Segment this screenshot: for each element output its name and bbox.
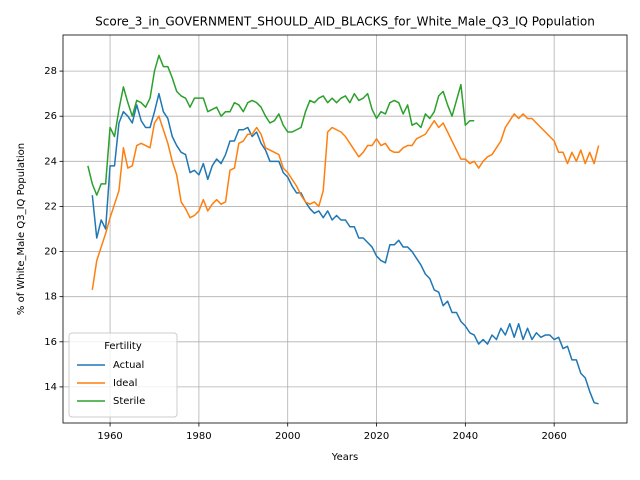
y-tick-label: 24 (44, 156, 57, 167)
legend-box (68, 332, 178, 418)
legend-label: Ideal (113, 378, 137, 389)
legend-label: Actual (113, 360, 144, 371)
chart-title: Score_3_in_GOVERNMENT_SHOULD_AID_BLACKS_… (95, 15, 595, 29)
x-tick-label: 2060 (541, 431, 566, 442)
x-tick-label: 1960 (97, 431, 122, 442)
y-tick-label: 14 (44, 382, 57, 393)
y-tick-label: 22 (44, 201, 57, 212)
plot-frame (62, 34, 628, 424)
data-line (87, 54, 475, 196)
y-tick-label: 16 (44, 337, 57, 348)
legend-title: Fertility (104, 341, 142, 352)
data-line (91, 92, 599, 405)
x-tick-label: 2040 (453, 431, 478, 442)
legend: Fertility Actual Ideal Sterile (68, 332, 178, 418)
x-tick-label: 1980 (186, 431, 211, 442)
y-tick-label: 18 (44, 292, 57, 303)
legend-label: Sterile (113, 396, 145, 407)
x-tick-label: 2020 (364, 431, 389, 442)
y-tick-label: 20 (44, 247, 57, 258)
y-axis-label: % of White_Male Q3_IQ Population (16, 143, 27, 315)
data-line (91, 113, 600, 291)
x-axis-label: Years (331, 452, 358, 463)
x-tick-label: 2000 (275, 431, 300, 442)
y-tick-label: 26 (44, 111, 57, 122)
y-tick-label: 28 (44, 66, 57, 77)
